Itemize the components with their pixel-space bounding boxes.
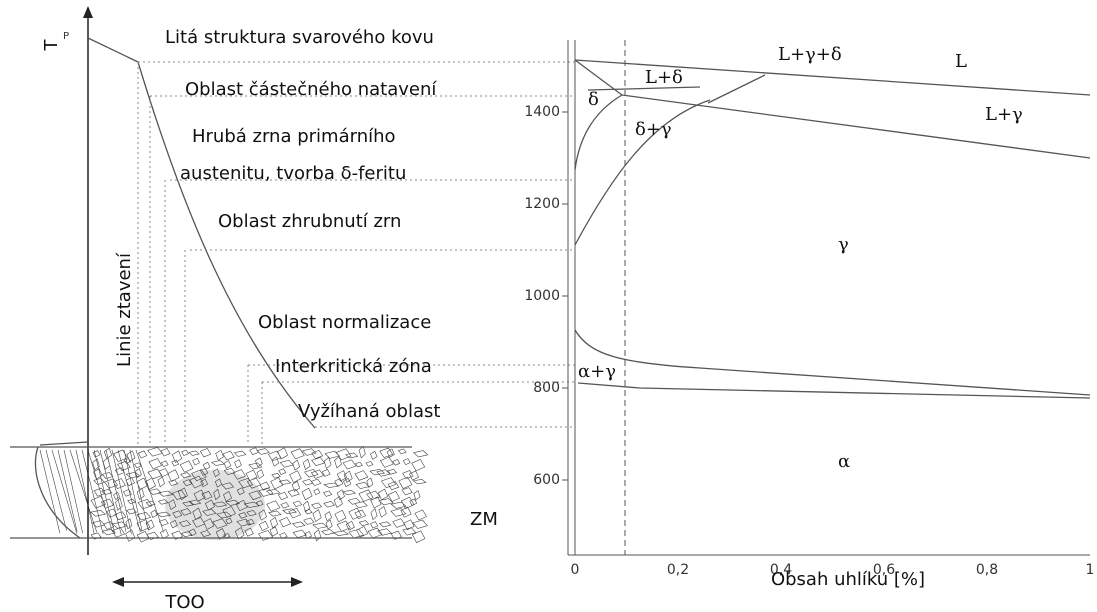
diagram: T P Linie ztavení Litá struktura svarové… xyxy=(0,0,1097,612)
y-tick-label: 1000 xyxy=(524,288,560,304)
zone-label: Oblast zhrubnutí zrn xyxy=(218,211,401,232)
zone-label: austenitu, tvorba δ-feritu xyxy=(180,163,406,184)
haz-arrow xyxy=(112,577,303,587)
zone-label: Interkritická zóna xyxy=(275,356,432,377)
x-axis-label: Obsah uhlíku [%] xyxy=(771,569,925,590)
phase-label: α xyxy=(838,451,850,472)
phase-label: L+δ xyxy=(645,67,683,88)
coarse-core xyxy=(165,470,265,540)
zone-label: Hrubá zrna primárního xyxy=(192,126,396,147)
base-metal-label: ZM xyxy=(470,509,498,530)
y-tick-label: 1400 xyxy=(524,104,560,120)
phase-label: δ+γ xyxy=(635,119,672,140)
haz-label: TOO xyxy=(164,592,204,612)
grain-structure xyxy=(40,446,428,542)
zone-label: Oblast normalizace xyxy=(258,312,431,333)
zone-label: Vyžíhaná oblast xyxy=(298,401,440,422)
y-tick-label: 1200 xyxy=(524,196,560,212)
y-tick-label: 600 xyxy=(533,472,560,488)
y-tick-label: 800 xyxy=(533,380,560,396)
phase-label: L xyxy=(955,51,967,72)
phase-label: δ xyxy=(588,89,599,110)
fusion-line-label: Linie ztavení xyxy=(114,252,135,367)
axis-label: T xyxy=(41,39,62,52)
y-ticks: 600 800 1000 1200 1400 xyxy=(524,104,568,488)
zone-label: Oblast částečného natavení xyxy=(185,79,437,100)
phase-label: γ xyxy=(838,234,849,255)
axis-label-sub: P xyxy=(63,31,69,42)
phase-label: α+γ xyxy=(578,361,616,382)
zone-label: Litá struktura svarového kovu xyxy=(165,27,434,48)
x-tick-label: 0,8 xyxy=(976,562,998,578)
axis-arrow xyxy=(83,6,93,18)
x-tick-label: 0,2 xyxy=(667,562,689,578)
guide-lines xyxy=(138,62,575,445)
x-tick-label: 0 xyxy=(571,562,580,578)
x-tick-label: 1 xyxy=(1086,562,1095,578)
phase-label: L+γ+δ xyxy=(778,44,842,65)
phase-label: L+γ xyxy=(985,104,1023,125)
